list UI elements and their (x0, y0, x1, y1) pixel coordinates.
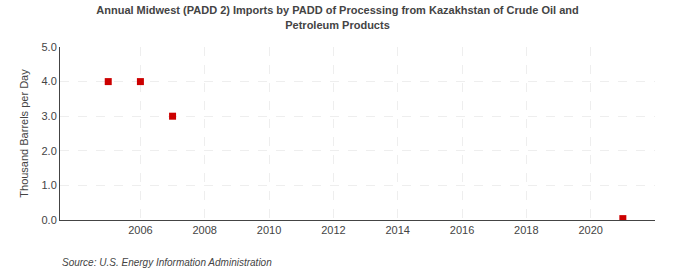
svg-text:1.0: 1.0 (42, 179, 57, 191)
svg-text:2010: 2010 (257, 224, 281, 236)
svg-text:2.0: 2.0 (42, 145, 57, 157)
svg-text:3.0: 3.0 (42, 110, 57, 122)
svg-text:2018: 2018 (514, 224, 538, 236)
svg-text:2020: 2020 (578, 224, 602, 236)
svg-text:4.0: 4.0 (42, 75, 57, 87)
svg-text:2016: 2016 (450, 224, 474, 236)
svg-text:Thousand Barrels per Day: Thousand Barrels per Day (18, 69, 30, 198)
svg-text:2008: 2008 (192, 224, 216, 236)
svg-text:0.0: 0.0 (42, 214, 57, 226)
svg-text:2006: 2006 (128, 224, 152, 236)
svg-text:2014: 2014 (385, 224, 409, 236)
svg-text:Annual Midwest (PADD 2) Import: Annual Midwest (PADD 2) Imports by PADD … (96, 4, 578, 30)
svg-text:Source: U.S. Energy Informatio: Source: U.S. Energy Information Administ… (62, 257, 272, 268)
svg-text:5.0: 5.0 (42, 41, 57, 53)
svg-text:2012: 2012 (321, 224, 345, 236)
